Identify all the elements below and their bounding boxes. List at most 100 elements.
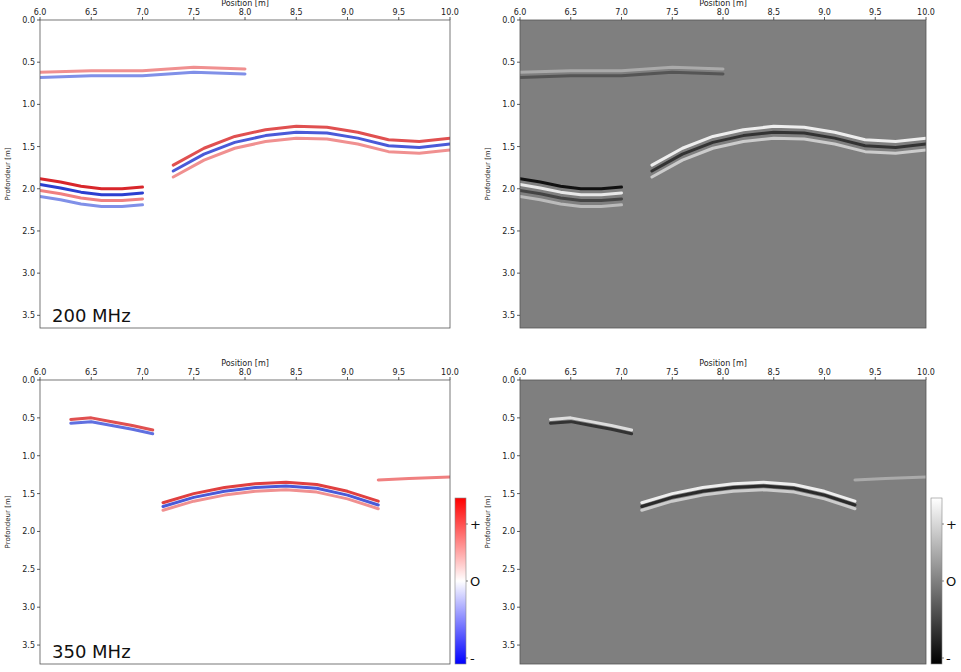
y-tick (517, 531, 520, 532)
y-tick (37, 455, 40, 456)
y-tick-label: 0.0 (502, 376, 515, 385)
y-tick (37, 146, 40, 147)
y-tick (37, 569, 40, 570)
y-tick-label: 0.5 (502, 414, 515, 423)
x-tick-label: 6.0 (34, 368, 47, 377)
y-tick (517, 104, 520, 105)
x-tick (926, 17, 927, 20)
x-tick (193, 377, 194, 380)
reflector (378, 477, 450, 480)
marks (520, 67, 926, 206)
x-tick-label: 8.0 (239, 368, 252, 377)
x-tick (672, 377, 673, 380)
plot-background (40, 20, 450, 328)
colorbar-tick (466, 524, 468, 525)
reflector (71, 422, 153, 434)
y-axis-title: Profondeur [m] (4, 147, 12, 200)
colorbar (455, 498, 466, 664)
y-tick (37, 315, 40, 316)
colorbar-label: O (946, 574, 956, 589)
x-tick (723, 17, 724, 20)
y-tick (517, 607, 520, 608)
x-tick (875, 17, 876, 20)
x-tick-label: 8.5 (290, 368, 303, 377)
y-tick (37, 607, 40, 608)
plot-background (520, 380, 926, 664)
plot-frame (520, 20, 926, 328)
plot-background (40, 380, 450, 664)
x-tick-label: 9.5 (392, 368, 405, 377)
x-tick (824, 17, 825, 20)
x-tick (40, 17, 41, 20)
y-tick-label: 0.0 (22, 16, 35, 25)
x-axis-title: Position [m] (699, 0, 747, 8)
y-tick-label: 2.0 (502, 185, 515, 194)
x-tick-label: 9.5 (392, 8, 405, 17)
y-tick (517, 380, 520, 381)
x-tick (193, 17, 194, 20)
y-tick (37, 493, 40, 494)
y-tick-label: 0.5 (22, 414, 35, 423)
x-tick-label: 9.0 (818, 8, 831, 17)
x-tick (875, 377, 876, 380)
marks (550, 418, 926, 510)
y-tick-label: 2.5 (502, 227, 515, 236)
y-tick-label: 0.0 (22, 376, 35, 385)
x-tick-label: 7.0 (615, 8, 628, 17)
y-tick (517, 493, 520, 494)
x-tick (40, 377, 41, 380)
x-tick (245, 17, 246, 20)
colorbar (931, 498, 942, 664)
frequency-label: 200 MHz (52, 305, 131, 326)
x-tick (91, 377, 92, 380)
x-tick-label: 6.5 (564, 368, 577, 377)
x-tick-label: 7.5 (187, 368, 200, 377)
y-tick-label: 2.5 (22, 227, 35, 236)
y-tick-label: 2.0 (22, 185, 35, 194)
reflector (855, 477, 926, 480)
panel: 6.06.57.07.58.08.59.09.510.0Position [m]… (484, 359, 957, 666)
x-tick-label: 9.0 (818, 368, 831, 377)
x-tick (672, 17, 673, 20)
x-tick-label: 10.0 (917, 8, 935, 17)
y-tick-label: 1.0 (502, 452, 515, 461)
y-tick-label: 0.5 (22, 58, 35, 67)
y-tick-label: 0.5 (502, 58, 515, 67)
x-tick-label: 9.0 (341, 8, 354, 17)
y-tick-label: 2.5 (502, 565, 515, 574)
y-tick (517, 146, 520, 147)
plot-frame (520, 380, 926, 664)
x-tick-label: 9.5 (869, 8, 882, 17)
y-tick (517, 569, 520, 570)
x-tick (245, 377, 246, 380)
x-tick (570, 17, 571, 20)
y-tick-label: 1.0 (22, 100, 35, 109)
y-tick (37, 417, 40, 418)
x-tick (398, 17, 399, 20)
x-axis-title: Position [m] (221, 359, 269, 368)
y-tick (517, 315, 520, 316)
y-tick (517, 62, 520, 63)
x-tick (621, 17, 622, 20)
y-tick-label: 1.5 (22, 490, 35, 499)
y-tick-label: 2.0 (22, 527, 35, 536)
panel: 6.06.57.07.58.08.59.09.510.0Position [m]… (4, 0, 459, 328)
y-tick-label: 3.5 (22, 311, 35, 320)
reflector (40, 72, 245, 77)
y-tick (37, 273, 40, 274)
marks (40, 67, 450, 206)
figure: 6.0 6.5 7.0 7.5 8.0 8.5 9.0 9.5 10.0 Position [m]… (0, 0, 961, 672)
y-tick-label: 3.0 (502, 269, 515, 278)
colorbar-tick (466, 658, 468, 659)
y-tick-label: 1.0 (502, 100, 515, 109)
x-tick-label: 6.0 (514, 8, 527, 17)
x-tick (520, 377, 521, 380)
y-tick (37, 188, 40, 189)
x-tick-label: 7.0 (136, 368, 149, 377)
colorbar-tick (466, 581, 468, 582)
x-tick-label: 8.0 (717, 8, 730, 17)
x-tick-label: 8.5 (767, 8, 780, 17)
x-tick-label: 10.0 (917, 368, 935, 377)
x-tick-label: 10.0 (441, 368, 459, 377)
y-tick-label: 0.0 (502, 16, 515, 25)
